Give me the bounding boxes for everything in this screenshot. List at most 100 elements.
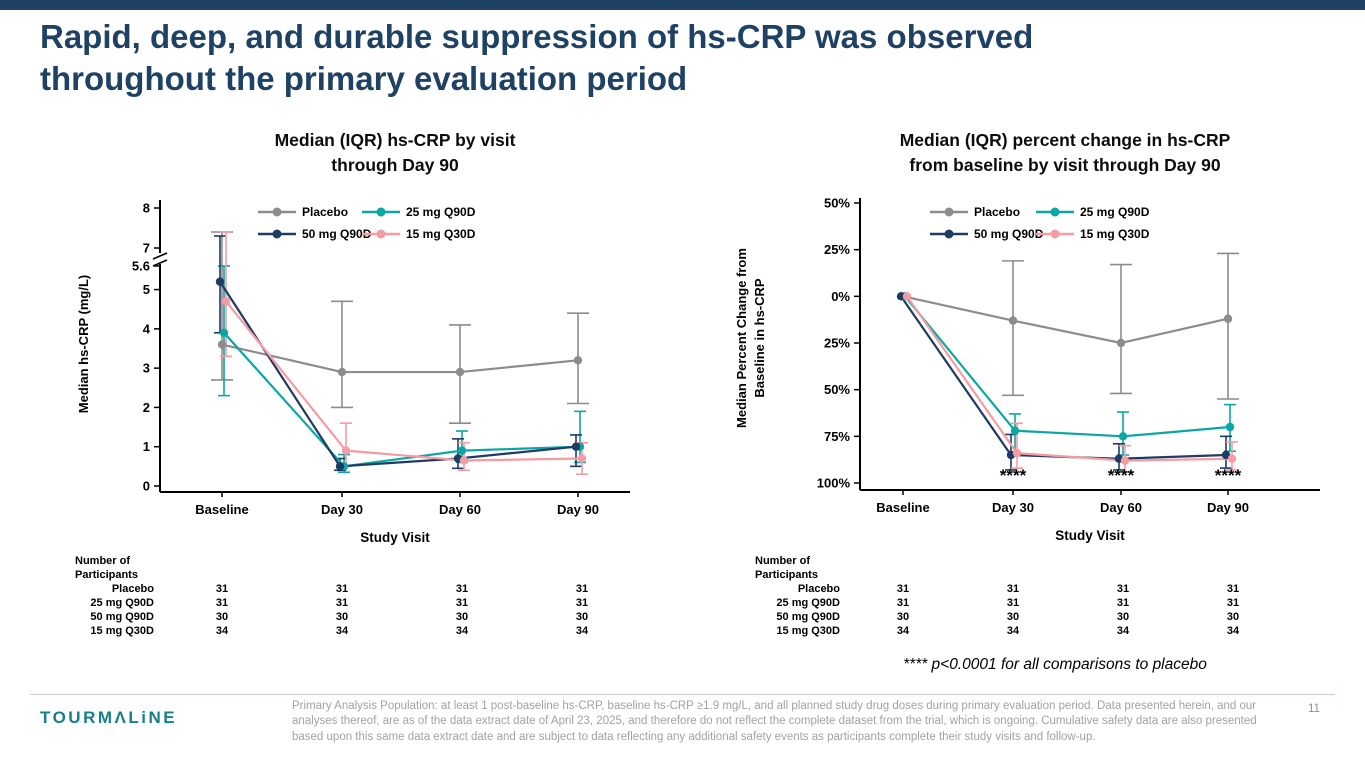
participants-empty-cell [162, 568, 282, 582]
participants-table-left: Number of Participants Placebo 31 31 31 31 25 m… [40, 554, 670, 638]
significance-stars: **** [1108, 466, 1135, 485]
chart-root: 8 7 5.6 5 4 3 2 1 0 Baseline Day 30 Day 60 Day 90 Stu… [76, 200, 630, 545]
participants-value: 31 [575, 583, 589, 595]
participants-value: 31 [335, 583, 349, 595]
x-tick-label: Day 90 [557, 502, 599, 517]
participants-value: 31 [215, 583, 229, 595]
chart-panel-left: Median (IQR) hs-CRP by visit through Day… [40, 128, 670, 638]
x-tick-label: Baseline [876, 500, 929, 515]
participants-row-label: 50 mg Q90D [776, 611, 840, 623]
series-errorbars-placebo [1002, 252, 1239, 400]
data-point [1008, 316, 1018, 325]
participants-header: Participants [75, 569, 138, 581]
data-point [571, 442, 581, 451]
footer-divider [30, 694, 1335, 695]
legend-label: Placebo [974, 205, 1020, 219]
legend-item-25-mg-q90d: 25 mg Q90D [362, 205, 476, 219]
series-line-25-mg-q90d [223, 332, 581, 468]
legend-label: 50 mg Q90D [974, 227, 1044, 241]
participants-value: 30 [896, 611, 910, 623]
participants-value: 34 [335, 625, 349, 637]
data-point [219, 328, 229, 337]
participants-value: 34 [1006, 625, 1020, 637]
y-tick-label: 25% [824, 336, 850, 351]
participants-value: 30 [335, 611, 349, 623]
participants-value: 31 [455, 597, 469, 609]
hscrp-by-visit-chart: 8 7 5.6 5 4 3 2 1 0 Baseline Day 30 Day 60 Day 90 Stu… [76, 200, 630, 545]
participants-value: 31 [1006, 583, 1020, 595]
participants-value: 31 [896, 597, 910, 609]
series-line-placebo [902, 295, 1229, 345]
x-tick-label: Day 30 [992, 500, 1034, 515]
participants-header: Participants [755, 569, 818, 581]
chart-title-left-line2: through Day 90 [331, 154, 459, 175]
series-line-15-mg-q30d [225, 300, 583, 462]
data-point [1116, 338, 1126, 348]
axis-break-mark [152, 252, 168, 260]
participants-empty-cell [1068, 568, 1178, 582]
participants-row-label: 25 mg Q90D [90, 597, 154, 609]
y-tick-label: 50% [824, 196, 850, 211]
participants-value: 31 [575, 597, 589, 609]
data-point [1118, 432, 1128, 441]
participants-value: 30 [1006, 611, 1020, 623]
participants-value: 31 [896, 583, 910, 595]
y-tick-label: 2 [143, 400, 150, 415]
legend-item-50-mg-q90d: 50 mg Q90D [930, 227, 1044, 241]
participants-row-label: 15 mg Q30D [776, 625, 840, 637]
y-tick-label: 0 [143, 479, 150, 494]
participants-empty-cell [282, 554, 402, 568]
data-point [902, 292, 912, 301]
participants-value: 30 [215, 611, 229, 623]
series-line-15-mg-q30d [906, 295, 1233, 462]
hscrp-percent-change-chart: 50% 25% 0% 25% 50% 75% 100% Baseline Day 30 Day 6… [734, 196, 1320, 543]
y-tick-label: 5 [143, 282, 150, 297]
chart-root: 50% 25% 0% 25% 50% 75% 100% Baseline Day 30 Day 6… [734, 196, 1320, 543]
participants-value: 31 [1226, 583, 1240, 595]
data-point [577, 454, 587, 463]
slide-title-line1: Rapid, deep, and durable suppression of … [40, 18, 1034, 55]
participants-value: 34 [1226, 625, 1240, 637]
data-point [457, 446, 467, 455]
data-point [459, 456, 469, 465]
participants-row-label: 50 mg Q90D [90, 611, 154, 623]
series-errorbars-50-mg-q90d [214, 235, 582, 472]
participants-empty-cell [958, 568, 1068, 582]
data-point [1225, 422, 1235, 432]
legend-label: 25 mg Q90D [406, 205, 476, 219]
series-line-placebo [221, 343, 579, 374]
x-tick-label: Day 30 [321, 502, 363, 517]
participants-value: 34 [575, 625, 589, 637]
participants-empty-cell [958, 554, 1068, 568]
y-tick-label: 100% [817, 476, 851, 491]
participants-value: 34 [896, 625, 910, 637]
data-point [221, 297, 231, 306]
participants-empty-cell [162, 554, 282, 568]
data-point [1227, 454, 1237, 463]
data-point [217, 340, 227, 349]
participants-value: 31 [1226, 597, 1240, 609]
footnote-text: Primary Analysis Population: at least 1 … [292, 700, 1257, 743]
significance-footnote: **** p<0.0001 for all comparisons to pla… [903, 656, 1207, 673]
y-tick-label: 75% [824, 429, 850, 444]
participants-table-right: Number of Participants Placebo 31 31 31 31 25 m… [700, 554, 1350, 638]
x-tick-label: Day 60 [1100, 500, 1142, 515]
data-point [341, 446, 351, 455]
participants-header: Number of [75, 555, 130, 567]
data-point [1120, 456, 1130, 465]
participants-empty-cell [1178, 554, 1288, 568]
data-point [1221, 450, 1231, 460]
chart-title-right: Median (IQR) percent change in hs-CRP fr… [700, 128, 1350, 180]
data-point [335, 462, 345, 471]
legend-item-25-mg-q90d: 25 mg Q90D [1036, 205, 1150, 219]
participants-row-label: 25 mg Q90D [776, 597, 840, 609]
series-errorbars-50-mg-q90d [1005, 433, 1232, 471]
participants-value: 31 [1116, 597, 1130, 609]
legend-label: Placebo [302, 205, 348, 219]
page-number: 11 [1308, 703, 1320, 715]
data-point [573, 356, 583, 365]
series-line-50-mg-q90d [219, 281, 577, 468]
participants-value: 30 [1226, 611, 1240, 623]
data-point [215, 277, 225, 286]
data-point [337, 367, 347, 377]
